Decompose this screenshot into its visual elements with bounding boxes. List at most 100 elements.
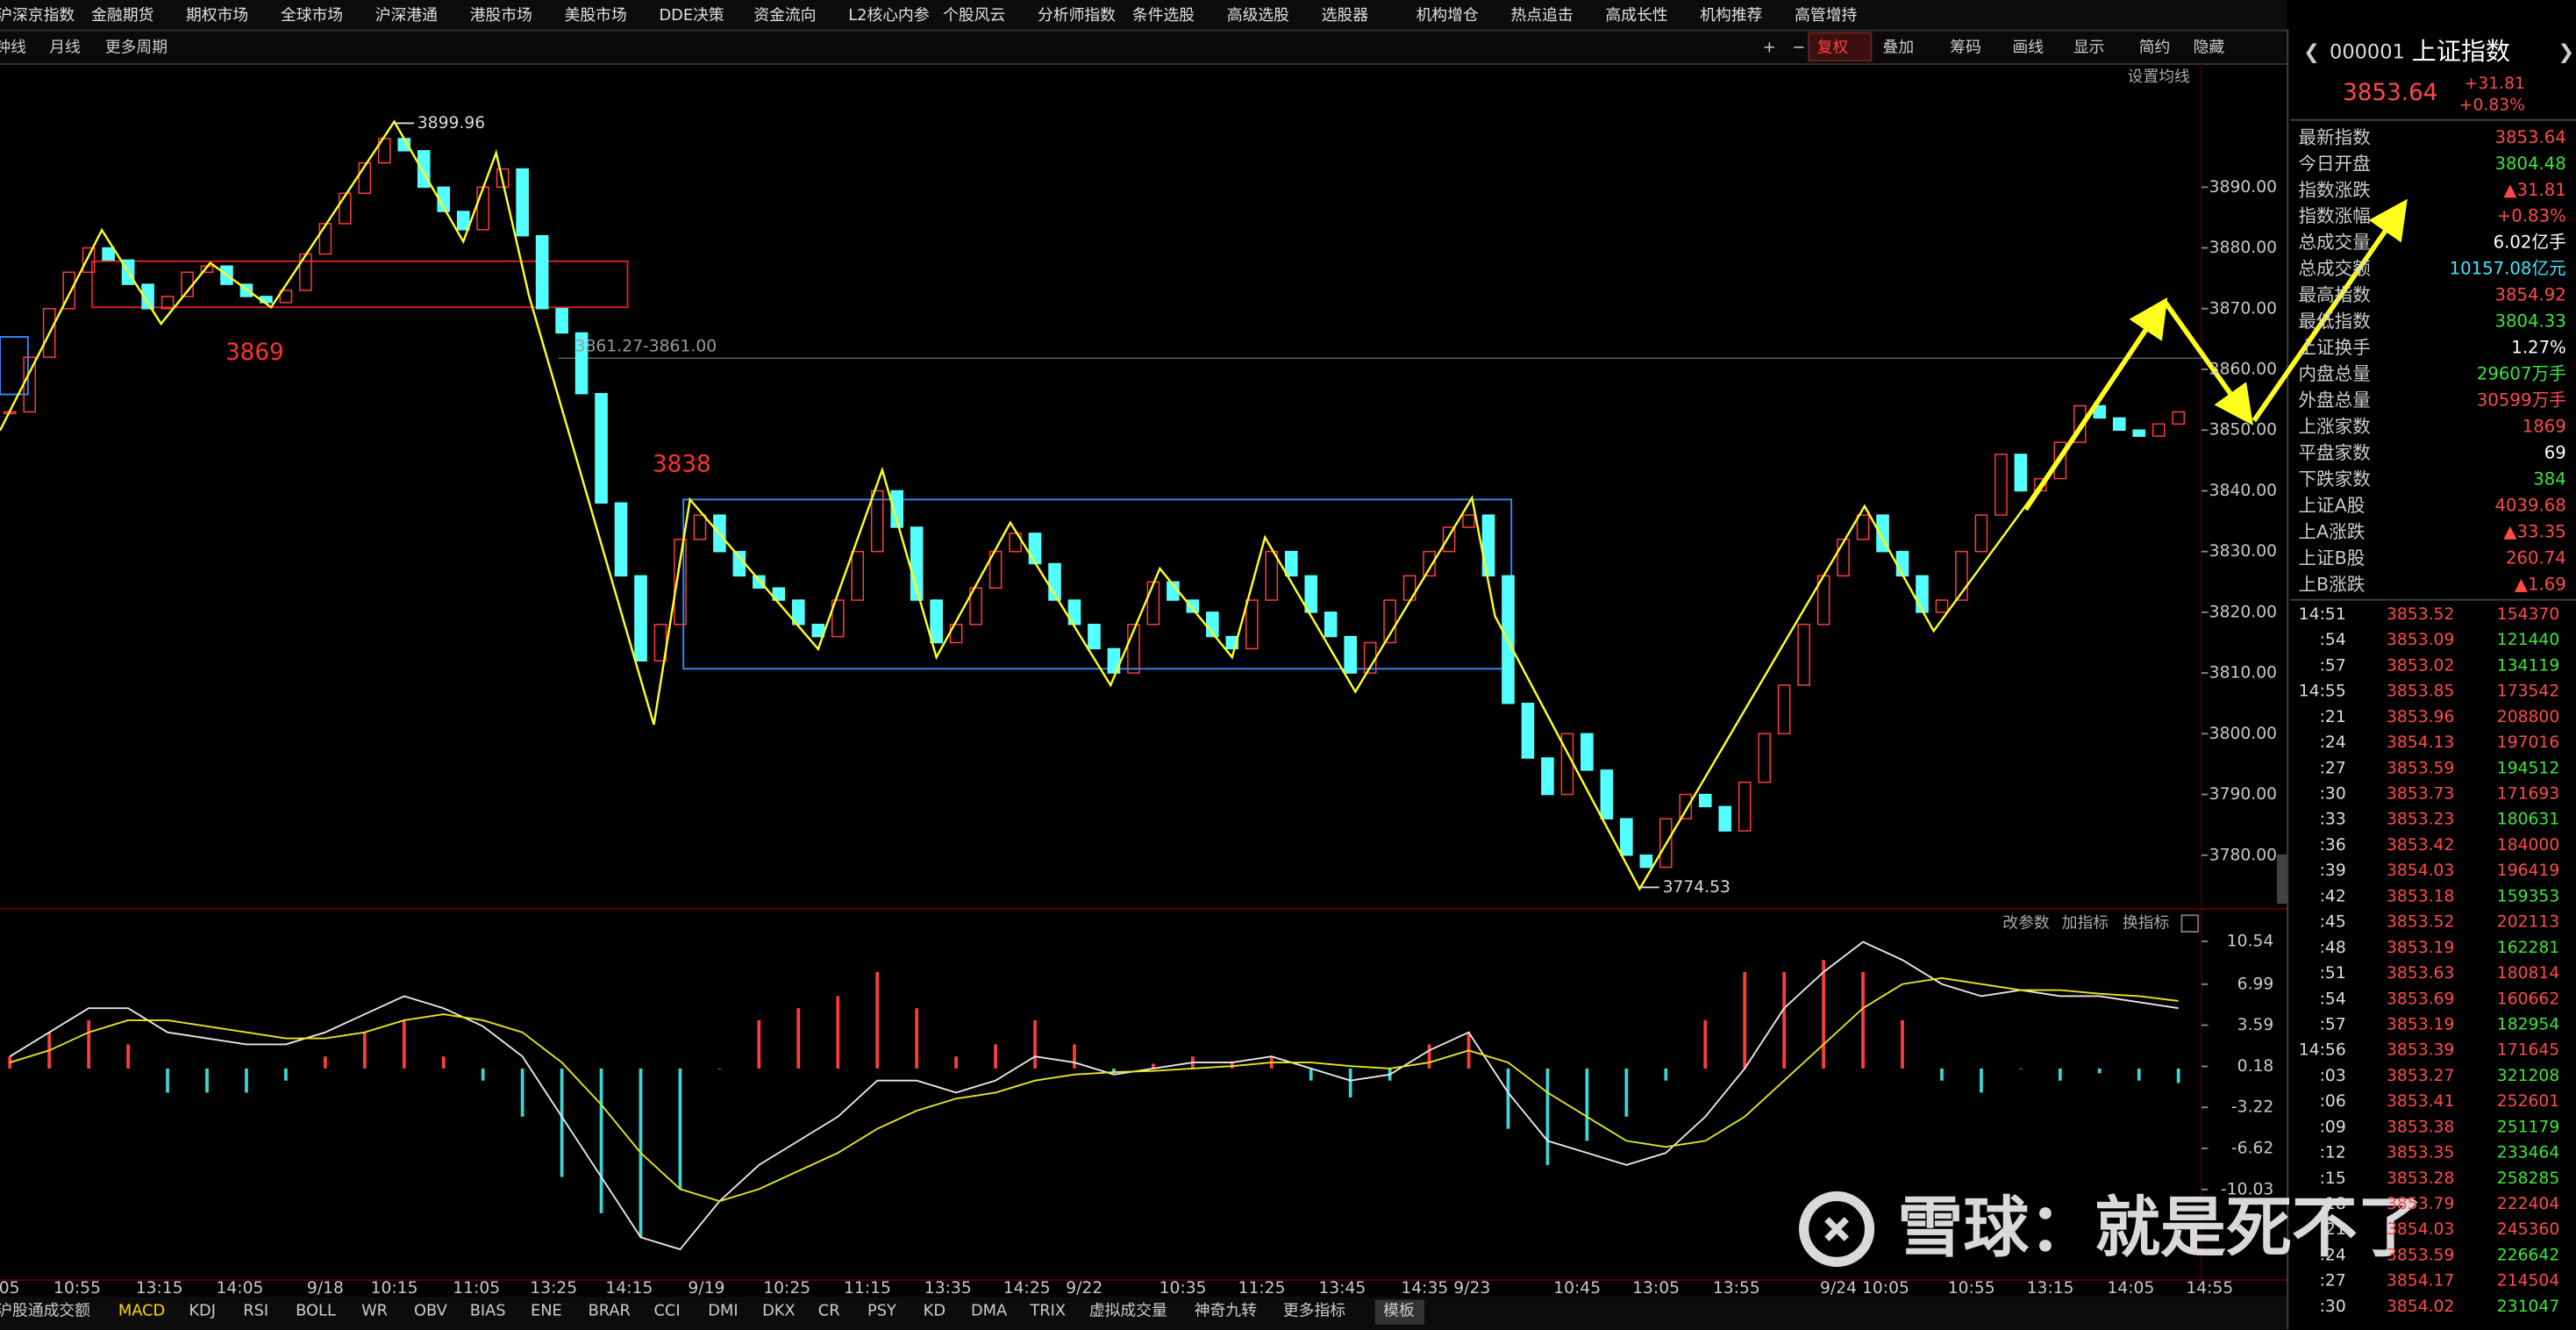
toolbar-button[interactable]: 简约 [2139, 38, 2171, 56]
menu-item[interactable]: 机构推荐 [1700, 6, 1762, 25]
indicator-tab[interactable]: WR [361, 1302, 388, 1320]
period-button[interactable]: 钟线 [0, 38, 26, 56]
next-button[interactable]: ❯ [2558, 40, 2574, 63]
indicator-tab[interactable]: BOLL [296, 1302, 336, 1320]
indicator-control[interactable]: 换指标 [2123, 914, 2169, 933]
period-button[interactable]: 更多周期 [105, 38, 168, 56]
menu-item[interactable]: 美股市场 [565, 6, 627, 25]
tick-price: 3854.13 [2387, 733, 2454, 752]
menu-item[interactable]: 高管增持 [1795, 6, 1857, 25]
tick-volume: 202113 [2497, 913, 2559, 932]
toolbar-button[interactable]: 叠加 [1883, 38, 1915, 56]
x-tick-label: 13:35 [924, 1279, 972, 1298]
toolbar-button[interactable]: 筹码 [1950, 38, 1981, 56]
toolbar-button[interactable]: − [1793, 38, 1806, 56]
indicator-tab[interactable]: DKX [762, 1302, 796, 1320]
menu-item[interactable]: 个股风云 [943, 6, 1005, 25]
y-tick-label: 10.54 [2227, 933, 2274, 951]
menu-item[interactable]: 高成长性 [1605, 6, 1667, 25]
prev-button[interactable]: ❮ [2303, 40, 2320, 63]
period-button[interactable]: 月线 [49, 38, 81, 56]
tick-time: :30 [2320, 785, 2346, 804]
collapse-handle[interactable] [2277, 854, 2287, 905]
level-label: 3838 [653, 452, 711, 478]
indicator-tab[interactable]: KDJ [189, 1302, 216, 1320]
menu-item[interactable]: 热点追击 [1510, 6, 1573, 25]
indicator-tab[interactable]: DMA [971, 1302, 1008, 1320]
tick-price: 3853.09 [2387, 631, 2454, 649]
indicator-tab[interactable]: BIAS [470, 1302, 506, 1320]
indicator-tab[interactable]: PSY [867, 1302, 896, 1320]
stat-label: 最新指数 [2298, 126, 2371, 147]
tick-price: 3853.79 [2387, 1195, 2454, 1213]
indicator-tab[interactable]: KD [924, 1302, 945, 1320]
close-button[interactable] [2180, 914, 2200, 933]
tick-volume: 222404 [2497, 1195, 2559, 1213]
candle [1797, 623, 1810, 686]
indicator-tab[interactable]: 更多指标 [1283, 1302, 1345, 1320]
x-tick-label: 13:05 [1632, 1279, 1680, 1298]
candle [614, 502, 628, 577]
indicator-tab[interactable]: CR [818, 1302, 840, 1320]
menu-item[interactable]: 机构增仓 [1416, 6, 1479, 25]
menu-item[interactable]: 沪深京指数 [0, 6, 75, 25]
candle [318, 223, 332, 255]
indicator-tab[interactable]: ENE [531, 1302, 562, 1320]
candle [82, 247, 96, 274]
indicator-control[interactable]: 加指标 [2062, 914, 2109, 933]
toolbar-button[interactable]: 复权 [1817, 38, 1849, 56]
menu-item[interactable]: 分析师指数 [1038, 6, 1116, 25]
tick-volume: 214504 [2497, 1272, 2559, 1291]
indicator-control[interactable]: 改参数 [2002, 914, 2050, 933]
indicator-tab[interactable]: 模板 [1383, 1302, 1415, 1320]
menu-item[interactable]: 全球市场 [281, 6, 343, 25]
x-tick-label: 13:15 [2027, 1279, 2074, 1298]
indicator-tab[interactable]: CCI [653, 1302, 680, 1320]
menu-item[interactable]: 高级选股 [1227, 6, 1289, 25]
menu-item[interactable]: DDE决策 [659, 6, 724, 25]
candle [1777, 684, 1791, 735]
toolbar-button[interactable]: + [1763, 38, 1776, 56]
indicator-tab[interactable]: 神奇九转 [1195, 1302, 1257, 1320]
macd-bar [87, 1019, 91, 1069]
toolbar-button[interactable]: 显示 [2073, 38, 2105, 56]
toolbar-button[interactable]: 隐藏 [2194, 38, 2225, 56]
indicator-tab[interactable]: 虚拟成交量 [1089, 1302, 1167, 1320]
menu-item[interactable]: 资金流向 [753, 6, 816, 25]
menu-item[interactable]: 条件选股 [1132, 6, 1195, 25]
menu-item[interactable]: 港股市场 [470, 6, 532, 25]
menu-item[interactable]: 期权市场 [186, 6, 248, 25]
indicator-tab[interactable]: BRAR [589, 1302, 631, 1320]
toolbar-button[interactable]: 画线 [2013, 38, 2044, 56]
menu-item[interactable]: 沪深港通 [375, 6, 438, 25]
tick-time: :57 [2320, 656, 2346, 675]
menu-item[interactable]: L2核心内参 [848, 6, 930, 25]
candle [516, 168, 529, 237]
candle [456, 211, 470, 231]
ref-line-label: 3861.27-3861.00 [575, 338, 717, 356]
indicator-tab[interactable]: RSI [243, 1302, 268, 1320]
indicator-tab[interactable]: DMI [708, 1302, 738, 1320]
menu-item[interactable]: 选股器 [1322, 6, 1369, 25]
tick-time: :12 [2320, 1144, 2346, 1162]
macd-bar [1033, 1019, 1037, 1069]
macd-bar [1506, 1068, 1510, 1129]
candle [1009, 533, 1022, 553]
candle [969, 587, 982, 626]
stat-label: 总成交量 [2298, 232, 2370, 253]
menu-item[interactable]: 金融期货 [91, 6, 153, 25]
tick-price: 3854.17 [2387, 1272, 2454, 1291]
y-tick-label: 3840.00 [2209, 482, 2277, 500]
candle [890, 490, 904, 528]
stat-value: ▲31.81 [2503, 180, 2565, 200]
indicator-tab[interactable]: 沪股通成交额 [0, 1302, 90, 1320]
indicator-tab[interactable]: MACD [118, 1302, 165, 1320]
stat-label: 上证A股 [2298, 495, 2365, 516]
stat-label: 上A涨跌 [2298, 521, 2365, 542]
indicator-tab[interactable]: OBV [414, 1302, 448, 1320]
candle [1304, 575, 1318, 613]
ma-setting[interactable]: 设置均线 [2128, 68, 2190, 86]
stat-value: 4039.68 [2494, 495, 2565, 515]
x-tick-label: :05 [0, 1279, 20, 1298]
indicator-tab[interactable]: TRIX [1029, 1302, 1066, 1320]
